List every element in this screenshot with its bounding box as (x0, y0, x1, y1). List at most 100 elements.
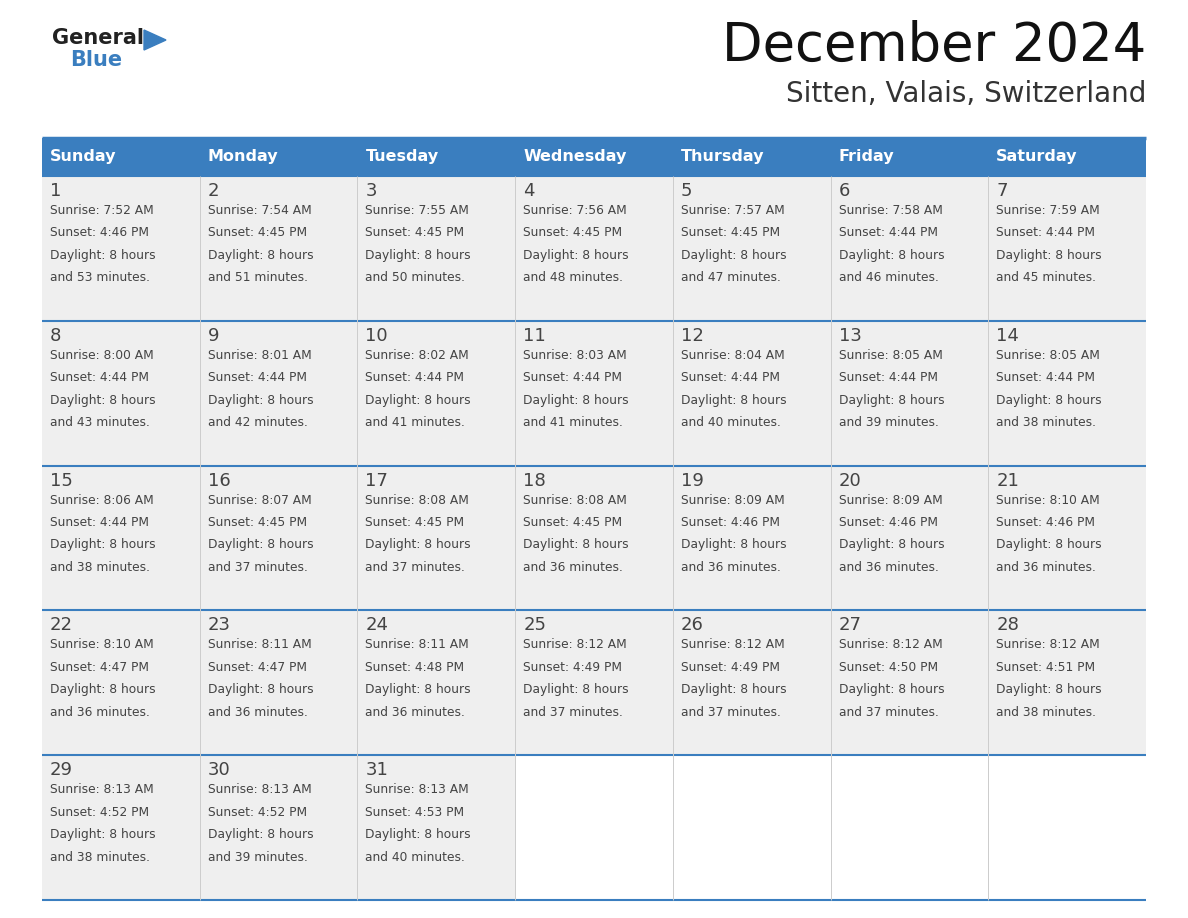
Text: Sunrise: 8:12 AM: Sunrise: 8:12 AM (997, 638, 1100, 652)
Text: and 36 minutes.: and 36 minutes. (523, 561, 623, 574)
Text: and 38 minutes.: and 38 minutes. (997, 706, 1097, 719)
Text: Sunrise: 8:08 AM: Sunrise: 8:08 AM (366, 494, 469, 507)
Text: 1: 1 (50, 182, 62, 200)
Text: Sunset: 4:45 PM: Sunset: 4:45 PM (523, 516, 623, 529)
Text: Sunset: 4:44 PM: Sunset: 4:44 PM (366, 371, 465, 385)
Bar (830, 176, 988, 320)
Text: Sunrise: 8:11 AM: Sunrise: 8:11 AM (208, 638, 311, 652)
Text: and 37 minutes.: and 37 minutes. (366, 561, 466, 574)
Text: Sunset: 4:44 PM: Sunset: 4:44 PM (523, 371, 623, 385)
Text: Sunset: 4:47 PM: Sunset: 4:47 PM (50, 661, 148, 674)
Text: Daylight: 8 hours: Daylight: 8 hours (366, 249, 472, 262)
Text: Daylight: 8 hours: Daylight: 8 hours (366, 683, 472, 696)
Text: Sunset: 4:47 PM: Sunset: 4:47 PM (208, 661, 307, 674)
Text: Daylight: 8 hours: Daylight: 8 hours (997, 249, 1102, 262)
Text: and 39 minutes.: and 39 minutes. (208, 851, 308, 864)
Text: Sunset: 4:44 PM: Sunset: 4:44 PM (997, 371, 1095, 385)
Bar (830, 610, 988, 756)
Bar (42, 465, 200, 610)
Text: Daylight: 8 hours: Daylight: 8 hours (208, 249, 314, 262)
Text: Daylight: 8 hours: Daylight: 8 hours (208, 828, 314, 841)
Text: Sunrise: 8:04 AM: Sunrise: 8:04 AM (681, 349, 784, 362)
Bar (516, 756, 672, 900)
Text: and 36 minutes.: and 36 minutes. (208, 706, 308, 719)
Text: Sunrise: 8:05 AM: Sunrise: 8:05 AM (997, 349, 1100, 362)
Text: 21: 21 (997, 472, 1019, 489)
Text: Daylight: 8 hours: Daylight: 8 hours (523, 683, 628, 696)
Text: Sunset: 4:51 PM: Sunset: 4:51 PM (997, 661, 1095, 674)
Text: Sunrise: 8:12 AM: Sunrise: 8:12 AM (681, 638, 784, 652)
Text: Sunset: 4:49 PM: Sunset: 4:49 PM (523, 661, 623, 674)
Text: 23: 23 (208, 616, 230, 634)
Text: Daylight: 8 hours: Daylight: 8 hours (681, 249, 786, 262)
Text: and 42 minutes.: and 42 minutes. (208, 416, 308, 429)
Text: Sunset: 4:53 PM: Sunset: 4:53 PM (366, 806, 465, 819)
Text: Friday: Friday (839, 150, 895, 164)
Text: Sunrise: 7:54 AM: Sunrise: 7:54 AM (208, 204, 311, 217)
Text: Wednesday: Wednesday (523, 150, 626, 164)
Text: and 40 minutes.: and 40 minutes. (366, 851, 466, 864)
Text: Daylight: 8 hours: Daylight: 8 hours (681, 394, 786, 407)
Text: Daylight: 8 hours: Daylight: 8 hours (50, 249, 156, 262)
Text: Daylight: 8 hours: Daylight: 8 hours (523, 249, 628, 262)
Text: Sunrise: 8:02 AM: Sunrise: 8:02 AM (366, 349, 469, 362)
Text: December 2024: December 2024 (722, 20, 1146, 72)
Bar (358, 756, 516, 900)
Text: Sunset: 4:46 PM: Sunset: 4:46 PM (681, 516, 779, 529)
Text: Daylight: 8 hours: Daylight: 8 hours (366, 539, 472, 552)
Bar (358, 176, 516, 320)
Text: 25: 25 (523, 616, 546, 634)
Text: Sunrise: 7:57 AM: Sunrise: 7:57 AM (681, 204, 784, 217)
Text: and 36 minutes.: and 36 minutes. (681, 561, 781, 574)
Text: Sunrise: 7:56 AM: Sunrise: 7:56 AM (523, 204, 627, 217)
Text: 27: 27 (839, 616, 861, 634)
Text: 8: 8 (50, 327, 62, 345)
Text: Daylight: 8 hours: Daylight: 8 hours (208, 683, 314, 696)
Text: Daylight: 8 hours: Daylight: 8 hours (839, 683, 944, 696)
Polygon shape (144, 30, 166, 50)
Text: 26: 26 (681, 616, 703, 634)
Text: Daylight: 8 hours: Daylight: 8 hours (366, 394, 472, 407)
Text: 12: 12 (681, 327, 703, 345)
Bar (200, 320, 358, 465)
Text: 6: 6 (839, 182, 849, 200)
Text: Daylight: 8 hours: Daylight: 8 hours (366, 828, 472, 841)
Bar (42, 756, 200, 900)
Bar (988, 320, 1146, 465)
Bar (358, 610, 516, 756)
Text: 10: 10 (366, 327, 388, 345)
Text: Daylight: 8 hours: Daylight: 8 hours (523, 539, 628, 552)
Text: Daylight: 8 hours: Daylight: 8 hours (208, 539, 314, 552)
Text: Daylight: 8 hours: Daylight: 8 hours (839, 249, 944, 262)
Text: Sunrise: 8:13 AM: Sunrise: 8:13 AM (366, 783, 469, 796)
Text: Monday: Monday (208, 150, 278, 164)
Bar (42, 320, 200, 465)
Text: 13: 13 (839, 327, 861, 345)
Text: Sunrise: 8:13 AM: Sunrise: 8:13 AM (208, 783, 311, 796)
Text: Sunrise: 8:01 AM: Sunrise: 8:01 AM (208, 349, 311, 362)
Text: 16: 16 (208, 472, 230, 489)
Text: 17: 17 (366, 472, 388, 489)
Text: and 37 minutes.: and 37 minutes. (208, 561, 308, 574)
Text: and 50 minutes.: and 50 minutes. (366, 272, 466, 285)
Text: Sunrise: 7:55 AM: Sunrise: 7:55 AM (366, 204, 469, 217)
Text: Daylight: 8 hours: Daylight: 8 hours (839, 539, 944, 552)
Text: Sunrise: 8:06 AM: Sunrise: 8:06 AM (50, 494, 153, 507)
Bar (200, 610, 358, 756)
Text: Sunset: 4:46 PM: Sunset: 4:46 PM (839, 516, 937, 529)
Text: Sunset: 4:45 PM: Sunset: 4:45 PM (366, 227, 465, 240)
Text: 2: 2 (208, 182, 220, 200)
Bar (516, 465, 672, 610)
Text: Daylight: 8 hours: Daylight: 8 hours (681, 683, 786, 696)
Text: and 47 minutes.: and 47 minutes. (681, 272, 781, 285)
Text: Sunset: 4:45 PM: Sunset: 4:45 PM (208, 227, 307, 240)
Text: 14: 14 (997, 327, 1019, 345)
Bar (516, 610, 672, 756)
Text: 18: 18 (523, 472, 546, 489)
Text: Sunrise: 8:12 AM: Sunrise: 8:12 AM (839, 638, 942, 652)
Text: 5: 5 (681, 182, 693, 200)
Text: Thursday: Thursday (681, 150, 764, 164)
Text: Daylight: 8 hours: Daylight: 8 hours (523, 394, 628, 407)
Text: Sunset: 4:45 PM: Sunset: 4:45 PM (523, 227, 623, 240)
Text: Daylight: 8 hours: Daylight: 8 hours (50, 828, 156, 841)
